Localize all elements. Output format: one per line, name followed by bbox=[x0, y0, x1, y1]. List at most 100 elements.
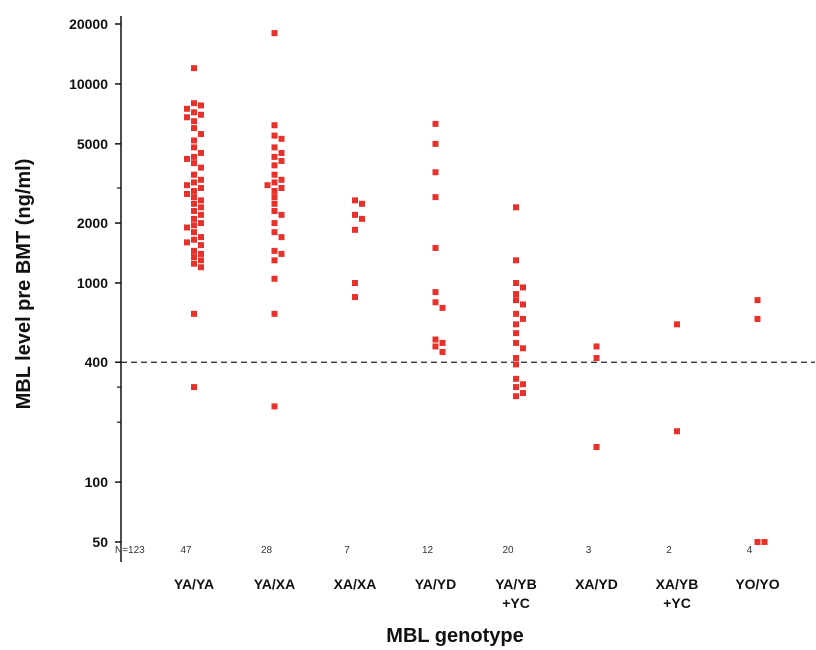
data-point-1-6 bbox=[271, 153, 278, 160]
x-tick-label-6-1: +YC bbox=[663, 595, 691, 611]
data-point-2-6 bbox=[352, 294, 358, 301]
data-point-0-25 bbox=[198, 197, 204, 204]
data-point-0-35 bbox=[198, 234, 204, 241]
x-tick-label-0-0: YA/YA bbox=[174, 576, 214, 592]
data-point-1-15 bbox=[271, 194, 278, 201]
data-point-4-3 bbox=[520, 284, 526, 291]
data-point-4-18 bbox=[520, 390, 526, 397]
data-point-0-7 bbox=[191, 118, 197, 125]
y-tick-label-2000: 2000 bbox=[77, 215, 108, 231]
data-point-1-0 bbox=[271, 30, 278, 37]
data-point-3-1 bbox=[432, 140, 439, 147]
data-point-0-20 bbox=[184, 182, 190, 189]
data-point-0-42 bbox=[198, 257, 204, 264]
data-point-0-43 bbox=[191, 260, 197, 267]
data-point-1-4 bbox=[271, 144, 278, 151]
data-point-3-5 bbox=[432, 289, 439, 296]
data-point-4-1 bbox=[513, 257, 519, 264]
x-tick-label-2-0: XA/XA bbox=[334, 576, 377, 592]
data-point-1-12 bbox=[264, 182, 271, 189]
count-label-1: 28 bbox=[261, 545, 273, 556]
data-point-1-26 bbox=[271, 310, 278, 317]
data-point-1-18 bbox=[278, 211, 285, 218]
y-tick-label-400: 400 bbox=[85, 354, 109, 370]
data-point-0-33 bbox=[184, 224, 190, 231]
y-tick-label-50: 50 bbox=[92, 534, 108, 550]
data-point-5-0 bbox=[593, 343, 600, 350]
data-point-1-25 bbox=[271, 275, 278, 282]
count-label-5: 3 bbox=[586, 545, 592, 556]
data-point-4-16 bbox=[520, 381, 526, 388]
data-point-4-5 bbox=[513, 297, 519, 304]
data-point-4-6 bbox=[520, 301, 526, 308]
data-point-7-3 bbox=[761, 539, 768, 545]
data-point-0-39 bbox=[191, 247, 197, 254]
count-label-2: 7 bbox=[344, 545, 350, 556]
data-point-0-16 bbox=[198, 164, 204, 171]
data-point-2-0 bbox=[352, 197, 358, 204]
count-label-0: 47 bbox=[180, 545, 192, 556]
data-point-7-0 bbox=[754, 297, 761, 304]
data-point-2-1 bbox=[359, 200, 365, 207]
data-point-0-29 bbox=[198, 211, 204, 218]
data-point-0-0 bbox=[191, 65, 197, 72]
data-point-3-7 bbox=[439, 304, 446, 311]
data-point-3-4 bbox=[432, 244, 439, 251]
data-point-1-13 bbox=[278, 185, 285, 192]
data-point-1-20 bbox=[271, 229, 278, 236]
data-point-0-12 bbox=[198, 149, 204, 156]
data-point-0-36 bbox=[191, 236, 197, 243]
data-point-1-2 bbox=[271, 132, 278, 139]
data-point-0-6 bbox=[184, 114, 190, 121]
data-point-1-21 bbox=[278, 234, 285, 241]
y-tick-label-20000: 20000 bbox=[69, 16, 108, 32]
data-point-3-2 bbox=[432, 169, 439, 176]
data-point-4-2 bbox=[513, 280, 519, 286]
data-point-0-31 bbox=[198, 220, 204, 227]
data-point-4-10 bbox=[513, 330, 519, 337]
data-point-0-38 bbox=[198, 242, 204, 249]
data-point-4-14 bbox=[513, 361, 519, 368]
data-point-0-21 bbox=[198, 185, 204, 192]
data-point-2-4 bbox=[352, 226, 358, 233]
x-tick-label-6-0: XA/YB bbox=[656, 576, 699, 592]
count-label-4: 20 bbox=[502, 545, 514, 556]
data-point-0-3 bbox=[184, 105, 190, 112]
data-point-0-37 bbox=[184, 239, 190, 246]
data-point-6-0 bbox=[674, 321, 680, 328]
count-label-3: 12 bbox=[422, 545, 434, 556]
data-point-1-14 bbox=[271, 187, 278, 194]
data-point-1-24 bbox=[271, 257, 278, 264]
data-point-0-30 bbox=[191, 215, 197, 222]
data-point-1-7 bbox=[278, 158, 285, 165]
data-point-2-2 bbox=[352, 211, 358, 218]
data-point-1-27 bbox=[271, 403, 278, 410]
data-point-0-5 bbox=[198, 111, 204, 118]
count-label-7: 4 bbox=[747, 545, 753, 556]
data-point-0-23 bbox=[184, 190, 190, 197]
data-point-5-2 bbox=[593, 444, 600, 451]
x-tick-label-5-0: XA/YD bbox=[575, 576, 618, 592]
data-point-0-14 bbox=[184, 155, 190, 162]
data-point-0-19 bbox=[191, 179, 197, 186]
data-point-3-0 bbox=[432, 120, 439, 127]
x-tick-label-4-1: +YC bbox=[502, 595, 530, 611]
data-point-0-17 bbox=[191, 171, 197, 178]
x-tick-label-1-0: YA/XA bbox=[254, 576, 296, 592]
data-point-6-1 bbox=[674, 428, 680, 435]
data-point-0-22 bbox=[191, 187, 197, 194]
data-point-0-4 bbox=[191, 109, 197, 116]
data-point-7-2 bbox=[754, 539, 761, 545]
data-point-0-15 bbox=[191, 160, 197, 167]
y-axis-label: MBL level pre BMT (ng/ml) bbox=[13, 159, 35, 410]
data-point-0-32 bbox=[191, 222, 197, 229]
data-point-0-13 bbox=[191, 153, 197, 160]
y-tick-label-5000: 5000 bbox=[77, 136, 108, 152]
data-point-4-0 bbox=[513, 204, 519, 211]
data-point-3-3 bbox=[432, 194, 439, 201]
data-point-4-9 bbox=[513, 321, 519, 328]
data-point-4-15 bbox=[513, 375, 519, 382]
data-point-1-9 bbox=[271, 171, 278, 178]
n-total-label: N=123 bbox=[115, 545, 145, 556]
